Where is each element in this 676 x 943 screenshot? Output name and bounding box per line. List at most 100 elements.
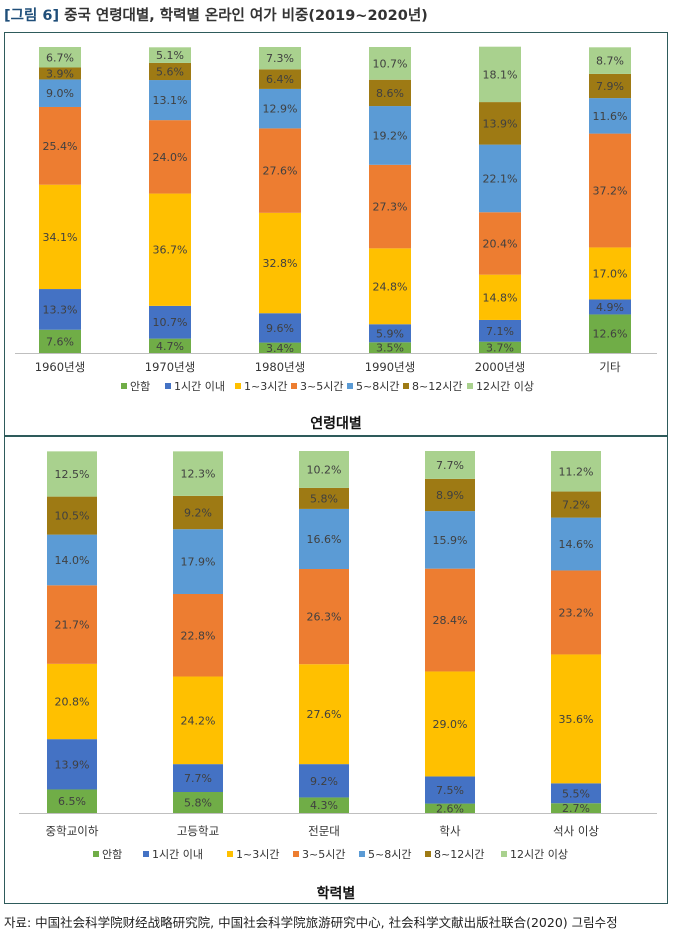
bar-segment bbox=[369, 324, 411, 343]
education-chart-panel: 6.5% 13.9% 20.8% 21.7% 14.0% 10.5% 12.5% 중학교이하 5… bbox=[4, 436, 668, 904]
bar-segment bbox=[173, 529, 223, 594]
bar-segment bbox=[589, 247, 631, 300]
bar-segment bbox=[259, 313, 301, 343]
legend-swatch bbox=[359, 851, 365, 857]
bar-segment bbox=[589, 314, 631, 353]
bar-segment bbox=[551, 803, 601, 813]
source-note: 자료: 中国社会科学院财经战略研究院, 中国社会科学院旅游研究中心, 社会科学文… bbox=[4, 915, 618, 930]
legend-swatch bbox=[227, 851, 233, 857]
category-label: 1970년생 bbox=[145, 360, 195, 374]
bar-segment bbox=[589, 299, 631, 315]
bar-segment bbox=[47, 585, 97, 664]
category-label: 중학교이하 bbox=[46, 824, 99, 838]
legend-label: 8~12시간 bbox=[434, 848, 484, 861]
data-label: 17.0% bbox=[593, 267, 628, 280]
data-label: 9.2% bbox=[184, 507, 212, 520]
data-label: 24.2% bbox=[181, 714, 216, 727]
data-label: 7.5% bbox=[436, 784, 464, 797]
bar-segment bbox=[47, 534, 97, 586]
bar-segment bbox=[589, 73, 631, 99]
bar-segment bbox=[259, 212, 301, 314]
bar-segment bbox=[259, 342, 301, 353]
bar-segment bbox=[299, 664, 349, 765]
legend-label: 1~3시간 bbox=[236, 848, 279, 861]
bar-segment bbox=[589, 47, 631, 74]
data-label: 24.8% bbox=[373, 280, 408, 293]
bar-segment bbox=[149, 120, 191, 194]
category-label: 전문대 bbox=[308, 824, 340, 838]
data-label: 12.9% bbox=[263, 103, 298, 116]
data-label: 34.1% bbox=[43, 231, 78, 244]
data-label: 12.3% bbox=[181, 468, 216, 481]
bar-segment bbox=[551, 517, 601, 571]
data-label: 7.9% bbox=[596, 80, 624, 93]
data-label: 27.6% bbox=[263, 165, 298, 178]
data-label: 7.2% bbox=[562, 499, 590, 512]
legend-label: 1시간 이내 bbox=[152, 848, 203, 861]
data-label: 8.9% bbox=[436, 489, 464, 502]
legend-label: 3~5시간 bbox=[300, 380, 343, 393]
bar-segment bbox=[259, 128, 301, 213]
data-label: 10.7% bbox=[153, 316, 188, 329]
bar-segment bbox=[479, 341, 521, 353]
data-label: 11.2% bbox=[559, 465, 594, 478]
bar-segment bbox=[149, 80, 191, 121]
data-label: 18.1% bbox=[483, 68, 518, 81]
legend-swatch bbox=[165, 383, 171, 389]
bar-segment bbox=[149, 193, 191, 306]
data-label: 7.3% bbox=[266, 52, 294, 65]
bar-segment bbox=[425, 776, 475, 804]
legend-swatch bbox=[143, 851, 149, 857]
bar-segment bbox=[589, 98, 631, 134]
bar-segment bbox=[479, 144, 521, 213]
data-label: 27.6% bbox=[307, 708, 342, 721]
legend-label: 3~5시간 bbox=[302, 848, 345, 861]
data-label: 7.1% bbox=[486, 325, 514, 338]
legend-label: 1~3시간 bbox=[244, 380, 287, 393]
category-label: 1960년생 bbox=[35, 360, 85, 374]
bar-segment bbox=[259, 69, 301, 89]
bar-segment bbox=[299, 569, 349, 665]
bar-segment bbox=[369, 79, 411, 107]
data-label: 7.6% bbox=[46, 335, 74, 348]
data-label: 2.7% bbox=[562, 802, 590, 815]
bar-segment bbox=[173, 764, 223, 793]
data-label: 21.7% bbox=[55, 619, 90, 632]
data-label: 7.7% bbox=[184, 772, 212, 785]
bar-segment bbox=[369, 342, 411, 353]
bar-segment bbox=[149, 338, 191, 353]
legend-label: 12시간 이상 bbox=[476, 380, 534, 393]
data-label: 22.1% bbox=[483, 172, 518, 185]
bar-segment bbox=[479, 102, 521, 145]
legend-swatch bbox=[425, 851, 431, 857]
data-label: 5.9% bbox=[376, 327, 404, 340]
data-label: 36.7% bbox=[153, 244, 188, 257]
data-label: 14.0% bbox=[55, 554, 90, 567]
bar-segment bbox=[47, 496, 97, 535]
legend-swatch bbox=[501, 851, 507, 857]
data-label: 5.8% bbox=[310, 492, 338, 505]
bar-segment bbox=[589, 133, 631, 248]
data-label: 20.8% bbox=[55, 696, 90, 709]
data-label: 13.1% bbox=[153, 94, 188, 107]
bar-segment bbox=[173, 792, 223, 813]
bar-segment bbox=[39, 289, 81, 330]
bar-segment bbox=[299, 487, 349, 509]
education-chart-title: 학력별 bbox=[316, 886, 356, 902]
bar-segment bbox=[369, 248, 411, 325]
data-label: 28.4% bbox=[433, 614, 468, 627]
bar-segment bbox=[425, 803, 475, 813]
legend-swatch bbox=[347, 383, 353, 389]
bar-segment bbox=[173, 451, 223, 496]
bar-segment bbox=[369, 106, 411, 165]
legend-swatch bbox=[235, 383, 241, 389]
data-label: 14.8% bbox=[483, 291, 518, 304]
data-label: 5.8% bbox=[184, 797, 212, 810]
bar-segment bbox=[299, 764, 349, 798]
bar-segment bbox=[425, 511, 475, 569]
category-label: 학사 bbox=[439, 824, 461, 838]
bar-segment bbox=[369, 164, 411, 249]
data-label: 13.3% bbox=[43, 303, 78, 316]
bar-segment bbox=[299, 797, 349, 813]
data-label: 2.6% bbox=[436, 802, 464, 815]
